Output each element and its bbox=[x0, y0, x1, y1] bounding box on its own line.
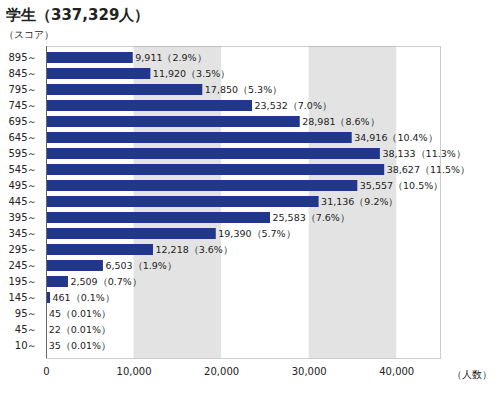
svg-text:10,000: 10,000 bbox=[117, 366, 152, 377]
svg-text:845～: 845～ bbox=[8, 68, 37, 79]
svg-text:795～: 795～ bbox=[8, 84, 37, 95]
svg-text:895～: 895～ bbox=[8, 52, 37, 63]
svg-text:34,916（10.4%）: 34,916（10.4%） bbox=[354, 132, 437, 143]
svg-text:9,911（2.9%）: 9,911（2.9%） bbox=[135, 52, 206, 63]
svg-text:35（0.01%）: 35（0.01%） bbox=[49, 340, 111, 351]
svg-text:461（0.1%）: 461（0.1%） bbox=[53, 292, 115, 303]
svg-text:395～: 395～ bbox=[8, 212, 37, 223]
svg-text:10～: 10～ bbox=[15, 340, 38, 351]
html-text:（人数）: （人数） bbox=[452, 369, 492, 380]
svg-text:31,136（9.2%）: 31,136（9.2%） bbox=[321, 196, 398, 207]
svg-text:2,509（0.7%）: 2,509（0.7%） bbox=[70, 276, 141, 287]
svg-text:11,920（3.5%）: 11,920（3.5%） bbox=[153, 68, 230, 79]
svg-text:345～: 345～ bbox=[8, 228, 37, 239]
svg-text:6,503（1.9%）: 6,503（1.9%） bbox=[105, 260, 176, 271]
svg-text:95～: 95～ bbox=[15, 308, 38, 319]
svg-text:545～: 545～ bbox=[8, 164, 37, 175]
svg-text:38,133（11.3%）: 38,133（11.3%） bbox=[382, 148, 465, 159]
svg-text:295～: 295～ bbox=[8, 244, 37, 255]
svg-text:30,000: 30,000 bbox=[292, 366, 327, 377]
svg-text:45（0.01%）: 45（0.01%） bbox=[49, 308, 111, 319]
svg-text:23,532（7.0%）: 23,532（7.0%） bbox=[255, 100, 332, 111]
svg-text:145～: 145～ bbox=[8, 292, 37, 303]
svg-text:12,218（3.6%）: 12,218（3.6%） bbox=[155, 244, 232, 255]
svg-text:22（0.01%）: 22（0.01%） bbox=[49, 324, 111, 335]
svg-text:195～: 195～ bbox=[8, 276, 37, 287]
svg-text:745～: 745～ bbox=[8, 100, 37, 111]
svg-text:495～: 495～ bbox=[8, 180, 37, 191]
svg-text:25,583（7.6%）: 25,583（7.6%） bbox=[272, 212, 349, 223]
svg-text:595～: 595～ bbox=[8, 148, 37, 159]
svg-text:695～: 695～ bbox=[8, 116, 37, 127]
svg-text:17,850（5.3%）: 17,850（5.3%） bbox=[205, 84, 282, 95]
svg-text:40,000: 40,000 bbox=[379, 366, 414, 377]
svg-text:245～: 245～ bbox=[8, 260, 37, 271]
html-text:（スコア）: （スコア） bbox=[4, 29, 54, 40]
svg-text:20,000: 20,000 bbox=[204, 366, 239, 377]
svg-text:19,390（5.7%）: 19,390（5.7%） bbox=[218, 228, 295, 239]
svg-text:28,981（8.6%）: 28,981（8.6%） bbox=[302, 116, 379, 127]
svg-text:445～: 445～ bbox=[8, 196, 37, 207]
svg-text:38,627（11.5%）: 38,627（11.5%） bbox=[387, 164, 470, 175]
svg-text:645～: 645～ bbox=[8, 132, 37, 143]
svg-text:45～: 45～ bbox=[15, 324, 38, 335]
svg-text:35,557（10.5%）: 35,557（10.5%） bbox=[360, 180, 443, 191]
html-text:学生（337,329人）: 学生（337,329人） bbox=[6, 6, 150, 24]
svg-text:0: 0 bbox=[43, 366, 49, 377]
